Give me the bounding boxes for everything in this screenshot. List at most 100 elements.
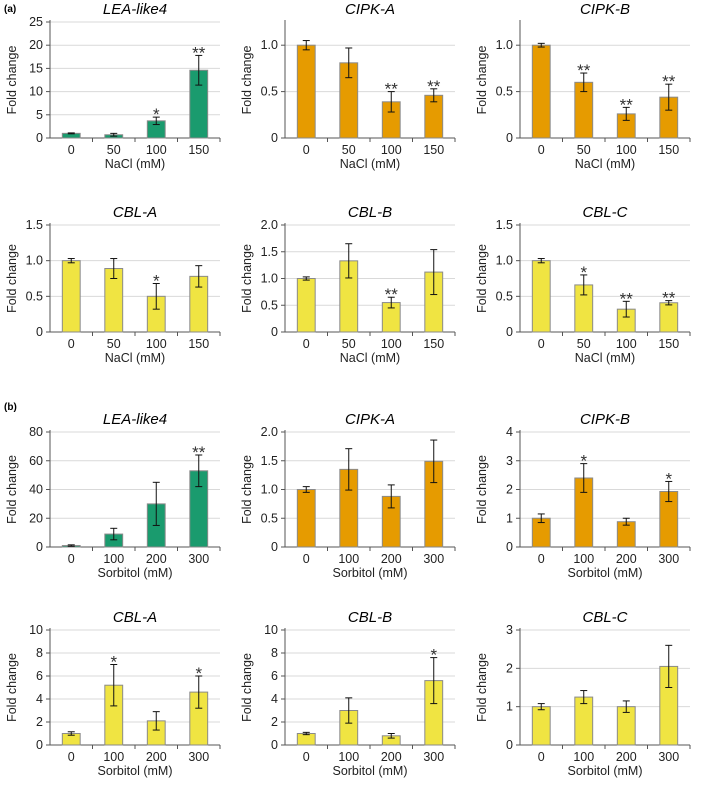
x-tick-label: 100	[573, 552, 594, 566]
bar	[296, 44, 316, 139]
x-tick-label: 200	[616, 750, 637, 764]
chart-1: CIPK-A 0 0.5 1.0 0 50 ** 100 ** 150 NaCl (mM) Fold …	[240, 1, 456, 171]
x-tick-label: 150	[658, 337, 679, 351]
bar	[296, 278, 316, 333]
x-tick-label: 50	[107, 337, 121, 351]
chart-title: CIPK-A	[345, 411, 395, 428]
chart-5: CBL-C 0 0.5 1.0 1.5 0 * 50 ** 100 ** 150 NaCl (mM) Fo…	[475, 204, 691, 365]
x-tick-label: 150	[188, 337, 209, 351]
x-tick-label: 0	[303, 750, 310, 764]
significance-marker: **	[385, 285, 399, 304]
x-tick-label: 300	[658, 750, 679, 764]
y-axis-label: Fold change	[240, 244, 254, 313]
bar	[574, 696, 594, 746]
y-axis-label: Fold change	[5, 653, 19, 722]
x-tick-label: 200	[381, 552, 402, 566]
y-tick-label: 0.5	[26, 289, 43, 303]
chart-title: CIPK-A	[345, 1, 395, 18]
x-axis-label: NaCl (mM)	[105, 351, 165, 365]
x-tick-label: 150	[188, 143, 209, 157]
x-axis-label: Sorbitol (mM)	[97, 566, 172, 580]
y-axis-label: Fold change	[475, 653, 489, 722]
x-tick-label: 0	[538, 552, 545, 566]
y-axis-label: Fold change	[475, 455, 489, 524]
y-tick-label: 2.0	[261, 425, 278, 439]
x-tick-label: 150	[423, 337, 444, 351]
x-tick-label: 0	[538, 337, 545, 351]
y-tick-label: 10	[29, 623, 43, 637]
y-tick-label: 4	[506, 425, 513, 439]
chart-2: CIPK-B 0 0.5 1.0 0 ** 50 ** 100 ** 150 NaCl (mM) Fol…	[475, 1, 691, 171]
y-tick-label: 15	[29, 61, 43, 75]
y-tick-label: 0.5	[261, 511, 278, 525]
x-tick-label: 100	[616, 337, 637, 351]
y-tick-label: 0	[506, 738, 513, 752]
x-axis-label: NaCl (mM)	[575, 351, 635, 365]
y-tick-label: 1.5	[261, 245, 278, 259]
x-tick-label: 100	[338, 750, 359, 764]
bar	[531, 44, 551, 139]
x-tick-label: 100	[381, 143, 402, 157]
y-axis-label: Fold change	[475, 244, 489, 313]
x-tick-label: 0	[68, 750, 75, 764]
y-tick-label: 0.5	[261, 298, 278, 312]
chart-title: CIPK-B	[580, 1, 630, 18]
significance-marker: **	[620, 289, 634, 308]
x-axis-label: NaCl (mM)	[340, 351, 400, 365]
y-tick-label: 6	[271, 669, 278, 683]
y-tick-label: 6	[36, 669, 43, 683]
x-axis-label: NaCl (mM)	[105, 157, 165, 171]
chart-title: CBL-B	[348, 204, 392, 221]
y-tick-label: 1.0	[496, 254, 513, 268]
x-axis-label: Sorbitol (mM)	[332, 764, 407, 778]
significance-marker: *	[665, 469, 672, 488]
y-axis-label: Fold change	[5, 455, 19, 524]
chart-title: CBL-A	[113, 204, 157, 221]
y-tick-label: 8	[36, 646, 43, 660]
y-tick-label: 10	[29, 85, 43, 99]
chart-3: CBL-A 0 0.5 1.0 1.5 0 50 * 100 150 NaCl (mM) Fold c…	[5, 204, 221, 365]
chart-title: CBL-C	[582, 204, 627, 221]
x-tick-label: 300	[658, 552, 679, 566]
x-tick-label: 50	[107, 143, 121, 157]
significance-marker: **	[385, 80, 399, 99]
chart-7: CIPK-A 0 0.5 1.0 1.5 2.0 0 100 200 300 Sorbitol (m…	[240, 411, 456, 580]
chart-title: CBL-A	[113, 609, 157, 626]
y-tick-label: 1	[506, 700, 513, 714]
bar	[296, 733, 316, 746]
y-tick-label: 0.5	[496, 85, 513, 99]
x-tick-label: 300	[188, 552, 209, 566]
y-tick-label: 0	[271, 325, 278, 339]
y-tick-label: 1.0	[261, 38, 278, 52]
significance-marker: **	[192, 43, 206, 62]
y-tick-label: 25	[29, 15, 43, 29]
y-tick-label: 2	[506, 661, 513, 675]
x-tick-label: 100	[616, 143, 637, 157]
y-axis-label: Fold change	[240, 653, 254, 722]
y-tick-label: 0	[506, 540, 513, 554]
chart-4: CBL-B 0 0.5 1.0 1.5 2.0 0 50 ** 100 150 NaCl (mM) Fo…	[240, 204, 456, 365]
x-tick-label: 0	[68, 552, 75, 566]
y-tick-label: 8	[271, 646, 278, 660]
chart-11: CBL-C 0 1 2 3 0 100 200 300 Sorbitol (mM) Fold cha…	[475, 609, 691, 778]
bar	[61, 260, 81, 333]
y-tick-label: 1.0	[26, 254, 43, 268]
x-tick-label: 150	[658, 143, 679, 157]
y-tick-label: 60	[29, 454, 43, 468]
significance-marker: **	[577, 61, 591, 80]
significance-marker: **	[192, 443, 206, 462]
y-axis-label: Fold change	[475, 46, 489, 115]
chart-8: CIPK-B 0 1 2 3 4 0 * 100 200 * 300 Sorbitol (mM) Fold…	[475, 411, 691, 580]
y-tick-label: 4	[271, 692, 278, 706]
y-tick-label: 0.5	[261, 85, 278, 99]
y-tick-label: 3	[506, 454, 513, 468]
significance-marker: *	[153, 271, 160, 290]
x-tick-label: 200	[146, 750, 167, 764]
x-tick-label: 0	[68, 337, 75, 351]
x-tick-label: 100	[103, 750, 124, 764]
x-tick-label: 50	[342, 143, 356, 157]
x-tick-label: 100	[381, 337, 402, 351]
significance-marker: *	[153, 105, 160, 124]
x-tick-label: 0	[538, 143, 545, 157]
